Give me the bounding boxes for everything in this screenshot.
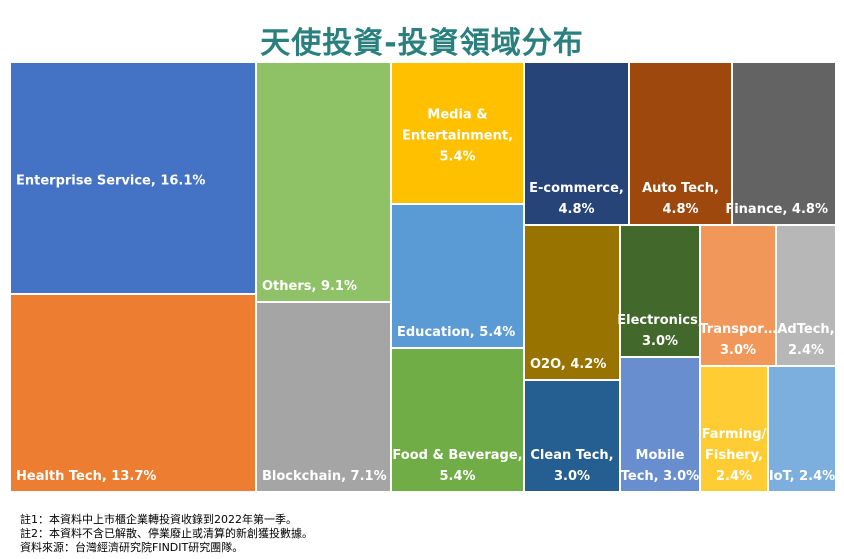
treemap-cell: Farming/Fishery, 2.4% — [699, 365, 769, 493]
treemap-cell: Blockchain, 7.1% — [255, 301, 392, 493]
treemap-label: Food & Beverage, — [392, 448, 522, 463]
treemap-label: AdTech, — [777, 322, 834, 337]
treemap-cell: Education, 5.4% — [390, 203, 525, 349]
note-2: 註2：本資料不含已解散、停業廢止或清算的新創獲投數據。 — [20, 527, 313, 540]
treemap-cell: Food & Beverage, 5.4% — [390, 347, 525, 493]
treemap-label: 4.8% — [558, 202, 594, 217]
treemap-label: Enterprise Service, 16.1% — [16, 174, 205, 189]
treemap-label: O2O, 4.2% — [530, 357, 606, 372]
treemap-cell: Finance, 4.8% — [725, 61, 837, 226]
treemap-cell: Auto Tech, 4.8% — [628, 61, 733, 226]
treemap-label: Transpor… — [699, 322, 776, 337]
treemap-cell: Enterprise Service, 16.1% — [9, 61, 257, 295]
treemap-label: Entertainment, — [402, 129, 513, 144]
treemap-rect — [699, 365, 769, 493]
treemap-cell: Transpor… 3.0% — [699, 224, 777, 367]
treemap-label: Tech, 3.0% — [621, 469, 699, 484]
treemap-label: 3.0% — [720, 343, 756, 358]
treemap-rect — [775, 224, 837, 367]
chart-notes: 註1：本資料中上市櫃企業轉投資收錄到2022年第一季。 註2：本資料不含已解散、… — [20, 513, 313, 555]
treemap-rect — [255, 301, 392, 493]
treemap-label: 5.4% — [439, 150, 475, 165]
treemap-label: Media & — [427, 108, 487, 123]
treemap-label: Clean Tech, — [530, 448, 613, 463]
treemap-cell: Media & Entertainment, 5.4% — [390, 61, 525, 205]
treemap-cell: AdTech, 2.4% — [775, 224, 837, 367]
treemap-rect — [699, 224, 777, 367]
treemap-label: Others, 9.1% — [262, 279, 357, 294]
treemap-rect — [523, 379, 621, 493]
treemap-rect — [255, 61, 392, 303]
treemap-rect — [767, 365, 837, 493]
chart-title: 天使投資-投資領域分布 — [260, 26, 584, 61]
treemap-label: 4.8% — [662, 202, 698, 217]
treemap-rect — [390, 61, 525, 205]
treemap-cell: Mobile Tech, 3.0% — [619, 356, 701, 493]
treemap-label: Mobile — [636, 448, 685, 463]
treemap-rect — [731, 61, 837, 226]
treemap-label: 2.4% — [788, 343, 824, 358]
treemap-label: 2.4% — [716, 469, 752, 484]
treemap-label: Fishery, — [705, 448, 763, 463]
treemap-cell: Health Tech, 13.7% — [9, 293, 257, 493]
treemap-rect — [9, 293, 257, 493]
treemap-cell: E-commerce, 4.8% — [523, 61, 630, 226]
treemap-label: Education, 5.4% — [397, 325, 515, 340]
note-1: 註1：本資料中上市櫃企業轉投資收錄到2022年第一季。 — [20, 513, 297, 526]
treemap-cell: Others, 9.1% — [255, 61, 392, 303]
treemap-label: 3.0% — [642, 334, 678, 349]
treemap-cell: IoT, 2.4% — [767, 365, 837, 493]
note-3: 資料來源：台灣經濟研究院FINDIT研究團隊。 — [20, 541, 244, 554]
treemap-label: Finance, 4.8% — [725, 202, 828, 217]
treemap-label: Auto Tech, — [642, 181, 719, 196]
treemap-rect — [523, 61, 630, 226]
treemap-rect — [390, 203, 525, 349]
treemap-label: Farming/ — [702, 427, 767, 442]
treemap-cell: Clean Tech, 3.0% — [523, 379, 621, 493]
treemap-label: Health Tech, 13.7% — [16, 469, 156, 484]
treemap-label: Electronics, — [617, 313, 703, 328]
treemap-rect — [619, 356, 701, 493]
treemap-rect — [628, 61, 733, 226]
treemap-label: E-commerce, — [529, 181, 624, 196]
treemap-label: 3.0% — [554, 469, 590, 484]
treemap-label: Blockchain, 7.1% — [262, 469, 387, 484]
treemap-cell: Electronics, 3.0% — [617, 224, 703, 358]
treemap-rect — [390, 347, 525, 493]
treemap-label: IoT, 2.4% — [769, 469, 835, 484]
treemap-cell: O2O, 4.2% — [523, 224, 621, 381]
treemap-rect — [9, 61, 257, 295]
treemap-label: 5.4% — [439, 469, 475, 484]
